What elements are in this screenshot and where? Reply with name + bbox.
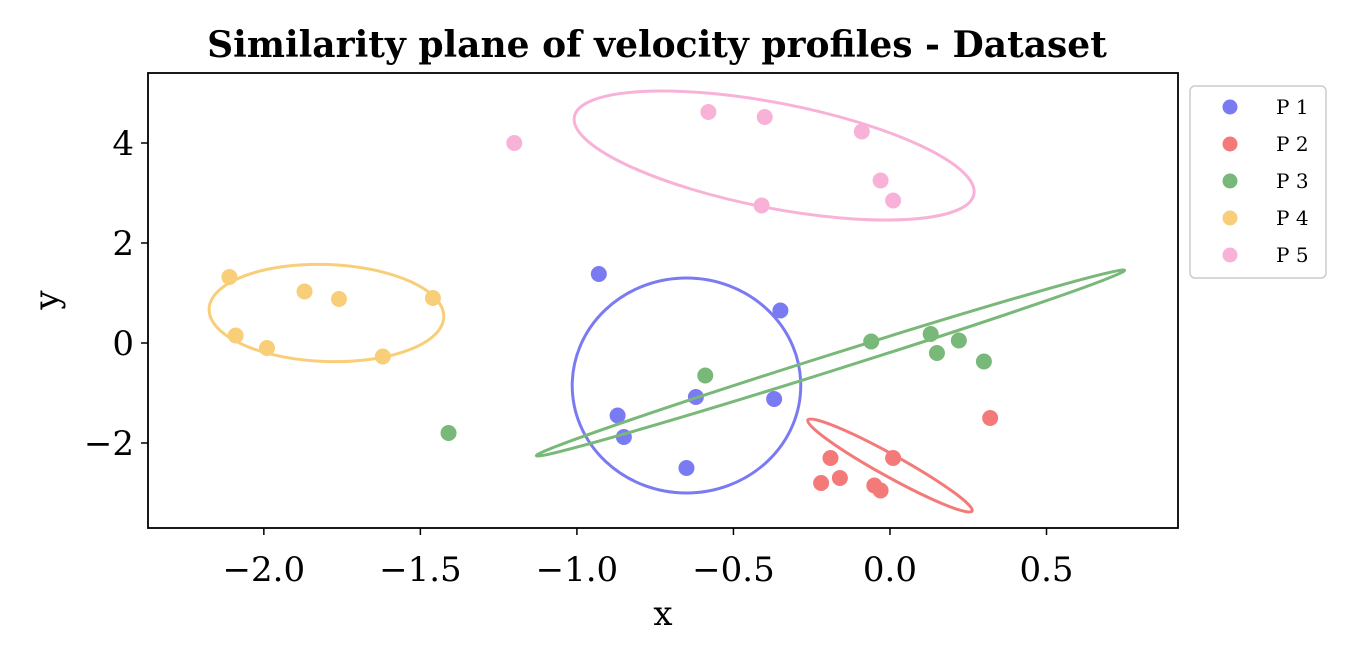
point-p4: [227, 327, 244, 344]
y-axis-label: y: [27, 290, 67, 311]
ellipse-p4: [207, 262, 446, 364]
ellipse-p5: [572, 89, 976, 222]
y-tick-label: −2: [84, 424, 134, 464]
point-p5: [872, 172, 889, 189]
legend-label-p3: P 3: [1276, 169, 1309, 193]
point-p2: [813, 475, 830, 491]
x-tick-label: −2.0: [223, 550, 306, 590]
point-p1: [609, 407, 626, 424]
point-p2: [872, 482, 889, 499]
point-p3: [863, 333, 880, 350]
point-p5: [700, 104, 717, 120]
point-p1: [590, 266, 607, 282]
x-tick-label: −1.0: [536, 550, 619, 590]
point-p5: [506, 135, 523, 151]
point-p5: [753, 197, 770, 214]
point-p4: [424, 290, 441, 306]
point-p4: [221, 269, 238, 285]
plot-area: [207, 89, 1127, 514]
legend-label-p4: P 4: [1276, 206, 1309, 230]
y-tick-label: 0: [112, 324, 134, 364]
point-p4: [258, 340, 275, 356]
legend-marker-p3: [1222, 173, 1238, 189]
point-p4: [330, 291, 347, 307]
point-p5: [853, 123, 870, 140]
point-p2: [982, 410, 999, 426]
legend-label-p2: P 2: [1276, 132, 1309, 156]
point-p4: [296, 283, 313, 300]
x-tick-label: −1.5: [379, 550, 462, 590]
chart-title: Similarity plane of velocity profiles - …: [207, 24, 1107, 66]
point-p3: [928, 345, 945, 361]
plot-frame: [147, 72, 1179, 529]
legend-label-p5: P 5: [1276, 243, 1309, 267]
legend-label-p1: P 1: [1276, 95, 1309, 119]
point-p3: [922, 326, 939, 342]
y-tick-label: 4: [112, 124, 134, 164]
y-tick-label: 2: [112, 224, 134, 264]
point-p3: [440, 425, 457, 441]
point-p5: [756, 109, 773, 125]
x-tick-label: 0.0: [863, 550, 917, 590]
point-p2: [831, 470, 848, 486]
point-p4: [374, 348, 391, 365]
legend-marker-p5: [1222, 247, 1238, 263]
ellipse-p1: [570, 276, 803, 495]
legend-marker-p2: [1222, 136, 1238, 152]
ellipse-p3: [534, 268, 1127, 458]
legend-marker-p4: [1222, 210, 1238, 226]
legend: P 1 P 2 P 3 P 4 P 5: [1189, 85, 1327, 279]
point-p1: [678, 460, 695, 476]
x-axis-label: x: [653, 594, 672, 634]
point-p3: [697, 367, 714, 384]
point-p1: [766, 391, 783, 407]
point-p2: [885, 450, 902, 466]
legend-marker-p1: [1222, 99, 1238, 115]
point-p1: [772, 302, 789, 319]
legend-frame: [1189, 85, 1327, 279]
point-p3: [975, 353, 992, 370]
point-p5: [885, 192, 902, 209]
x-tick-label: −0.5: [692, 550, 775, 590]
point-p2: [822, 450, 839, 466]
point-p3: [950, 332, 967, 349]
x-tick-label: 0.5: [1019, 550, 1073, 590]
